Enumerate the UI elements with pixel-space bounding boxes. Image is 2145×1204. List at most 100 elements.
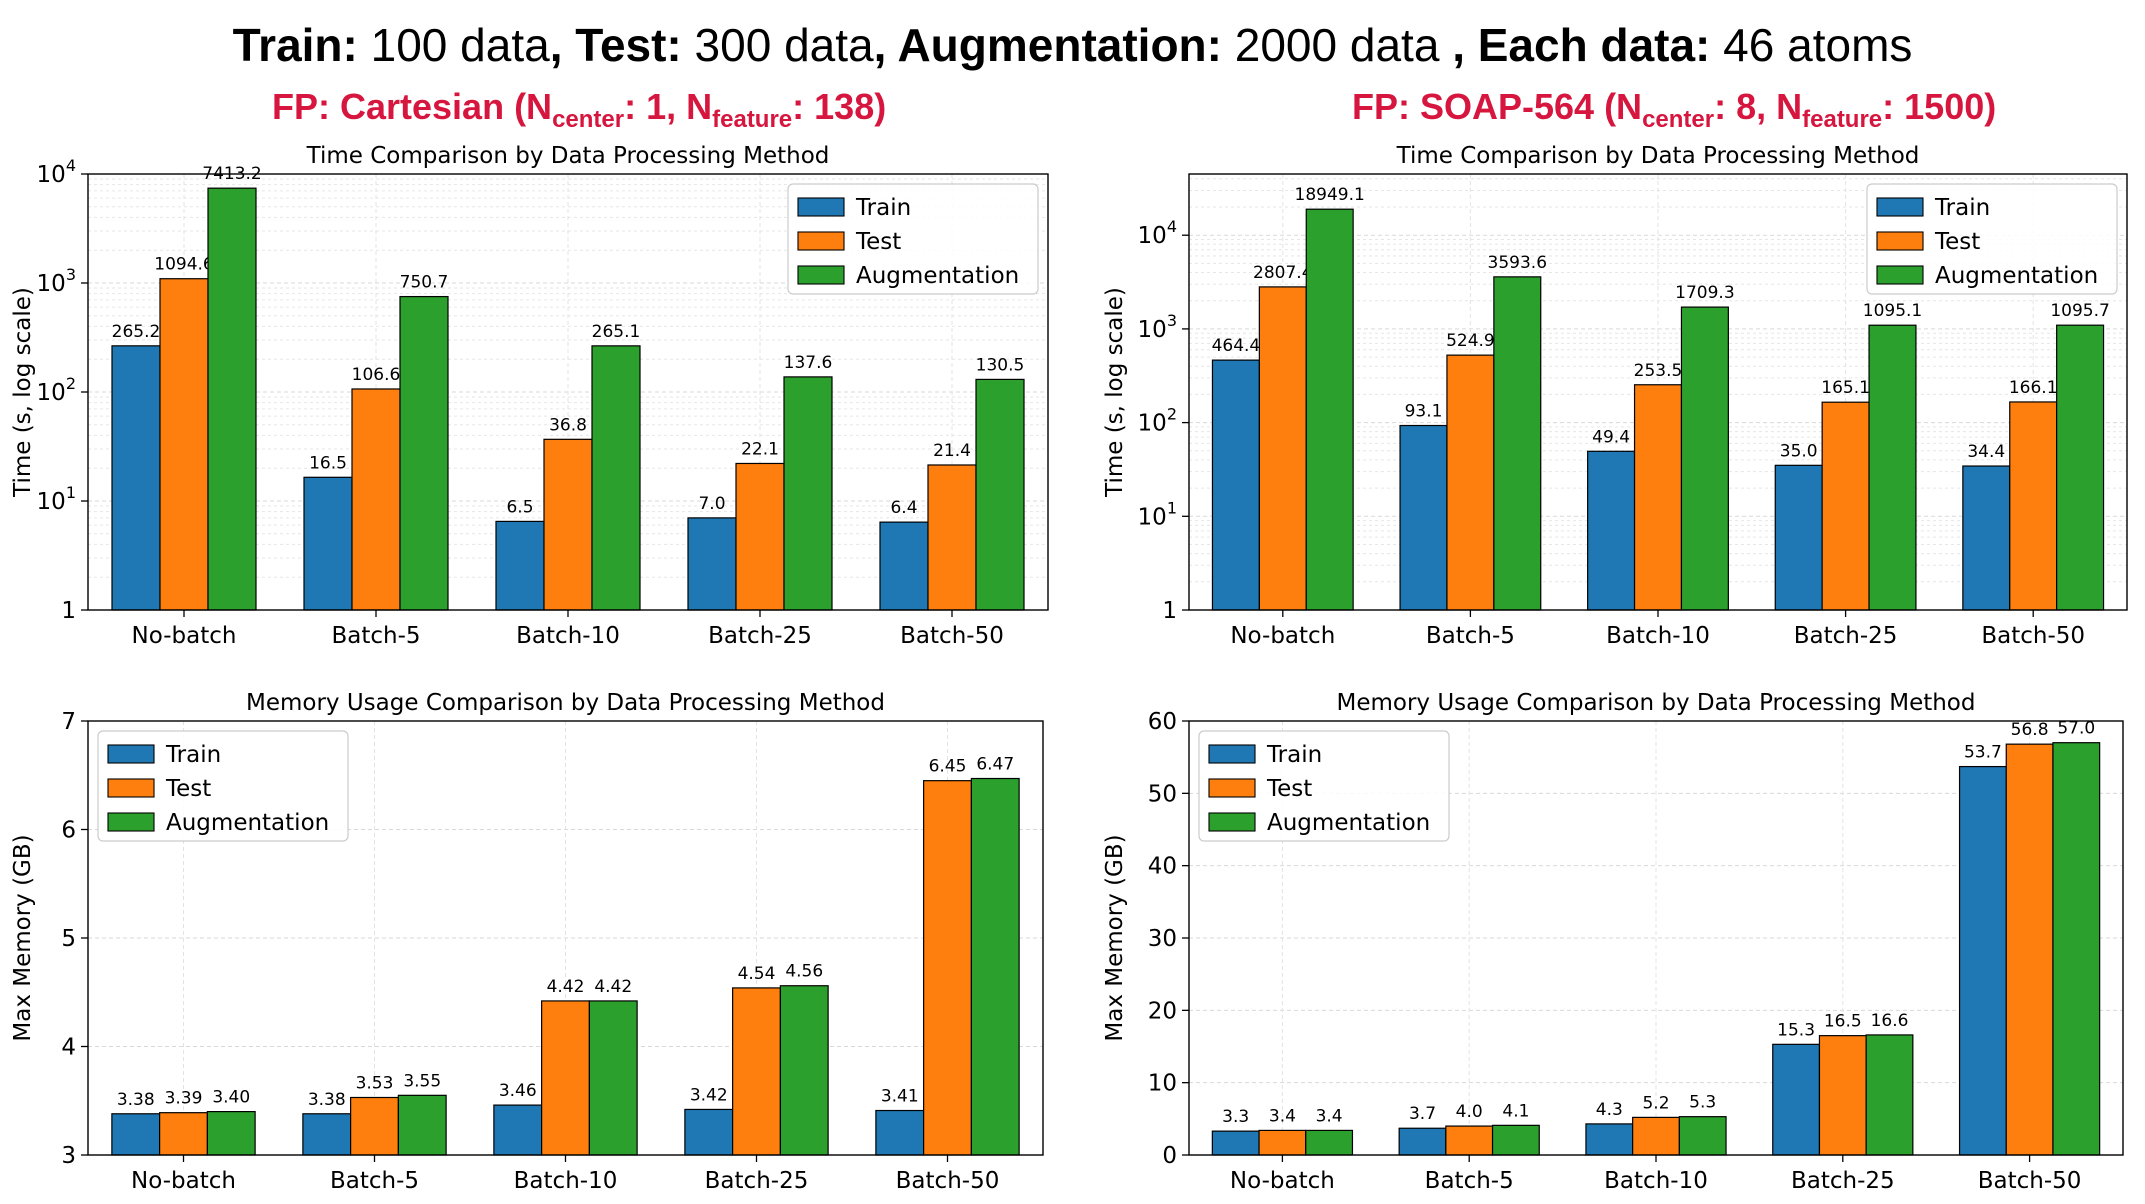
bar <box>591 345 641 611</box>
x-tick-label: Batch-50 <box>900 623 1004 649</box>
bar <box>1398 1127 1447 1156</box>
data-label: 166.1 <box>2009 378 2058 398</box>
data-label: 265.2 <box>112 322 161 342</box>
data-label: 56.8 <box>2011 720 2049 740</box>
y-tick-label: 103 <box>37 265 76 297</box>
bar <box>399 295 449 611</box>
chart-title: Memory Usage Comparison by Data Processi… <box>246 690 885 716</box>
fp-right-suffix: : 1500) <box>1882 86 1997 127</box>
bar <box>2005 743 2054 1156</box>
y-tick-label: 5 <box>61 926 76 952</box>
data-label: 3.42 <box>690 1085 728 1105</box>
legend-swatch <box>1876 265 1924 285</box>
legend-swatch <box>1208 744 1256 764</box>
chart-title: Time Comparison by Data Processing Metho… <box>1396 143 1920 169</box>
legend-swatch <box>797 265 845 285</box>
y-tick-label: 3 <box>61 1143 76 1169</box>
x-tick-label: Batch-25 <box>708 623 812 649</box>
data-label: 16.5 <box>309 453 347 473</box>
data-label: 3.4 <box>1269 1106 1296 1126</box>
bar <box>1305 1129 1354 1156</box>
memory-chart-cartesian: 3 4 5 6 7 No-batch Batch-5 Batch-10 Batch-25 Batc… <box>10 690 1044 1194</box>
bar <box>543 438 593 611</box>
x-tick-label: Batch-5 <box>1425 1168 1514 1194</box>
time-chart-soap: 1 101 102 103 104 No-batch Batch-5 Batch-10 Batc… <box>1102 143 2128 649</box>
x-tick-label: Batch-10 <box>514 1168 618 1194</box>
fp-label-left: FP: Cartesian (Ncenter: 1, Nfeature: 138… <box>272 86 886 134</box>
y-tick-label: 60 <box>1148 709 1177 735</box>
legend-swatch <box>797 197 845 217</box>
data-label: 15.3 <box>1777 1020 1815 1040</box>
x-tick-label: No-batch <box>132 623 237 649</box>
data-label: 6.4 <box>890 498 917 518</box>
bar <box>735 462 785 611</box>
bar <box>1868 324 1917 611</box>
data-label: 3.38 <box>308 1090 346 1110</box>
fp-label-right: FP: SOAP-564 (Ncenter: 8, Nfeature: 1500… <box>1352 86 1996 134</box>
bar <box>303 476 353 611</box>
headline-segment: 2000 data <box>1221 19 1453 71</box>
data-label: 4.42 <box>594 977 632 997</box>
bar <box>1446 354 1495 611</box>
legend-swatch <box>107 812 155 832</box>
y-tick-label: 1 <box>61 598 76 624</box>
legend-label: Train <box>1934 195 1990 221</box>
data-label: 4.1 <box>1502 1101 1529 1121</box>
bar <box>1585 1123 1634 1156</box>
bar <box>1962 465 2011 611</box>
time-chart-cartesian: 1 101 102 103 104 No-batch Batch-5 Batch-10 Batc… <box>10 143 1049 649</box>
bar <box>1399 424 1448 611</box>
bar <box>1818 1035 1867 1156</box>
y-tick-label: 0 <box>1162 1143 1177 1169</box>
bar <box>1587 450 1636 611</box>
y-tick-label: 20 <box>1148 998 1177 1024</box>
bar <box>2056 324 2105 611</box>
bar <box>1258 1129 1307 1156</box>
bar <box>206 1111 256 1156</box>
legend-label: Test <box>165 776 211 802</box>
data-label: 464.4 <box>1212 336 1261 356</box>
bar <box>159 278 209 611</box>
x-tick-label: Batch-25 <box>705 1168 809 1194</box>
data-label: 3.40 <box>212 1088 250 1108</box>
y-tick-label: 6 <box>61 818 76 844</box>
bar <box>207 187 257 611</box>
data-label: 4.0 <box>1456 1102 1483 1122</box>
data-label: 106.6 <box>352 365 401 385</box>
data-label: 16.6 <box>1871 1011 1909 1031</box>
y-tick-label: 104 <box>37 156 76 188</box>
legend-swatch <box>107 744 155 764</box>
data-label: 4.42 <box>547 977 585 997</box>
data-label: 5.2 <box>1642 1093 1669 1113</box>
bar <box>1958 765 2007 1156</box>
chart-title: Time Comparison by Data Processing Metho… <box>306 143 830 169</box>
headline-segment: , Each data: <box>1452 19 1711 71</box>
fp-right-prefix: FP: SOAP-564 (N <box>1352 86 1643 127</box>
bar <box>350 1096 399 1156</box>
data-label: 36.8 <box>549 415 587 435</box>
data-label: 6.5 <box>506 497 533 517</box>
data-label: 57.0 <box>2057 719 2095 739</box>
fp-right-sub2: feature <box>1802 106 1883 133</box>
x-tick-label: Batch-5 <box>330 1168 419 1194</box>
y-tick-label: 40 <box>1148 854 1177 880</box>
bar <box>2009 401 2058 611</box>
y-tick-label: 50 <box>1148 781 1177 807</box>
fp-left-suffix: : 138) <box>792 86 887 127</box>
bar <box>1491 1124 1540 1156</box>
fp-left-mid: : 1, N <box>624 86 713 127</box>
headline-segment: , Augmentation: <box>873 19 1222 71</box>
y-axis-label: Max Memory (GB) <box>10 834 36 1041</box>
legend-swatch <box>107 778 155 798</box>
bar <box>1774 464 1823 611</box>
bar <box>779 985 829 1156</box>
y-tick-label: 4 <box>61 1035 76 1061</box>
bar <box>879 521 929 611</box>
axes-frame <box>1188 720 2124 1156</box>
legend-swatch <box>1876 197 1924 217</box>
data-label: 750.7 <box>400 273 449 293</box>
bar <box>351 388 401 611</box>
bar <box>397 1094 447 1156</box>
x-tick-label: Batch-10 <box>1606 623 1710 649</box>
axes-frame <box>87 720 1044 1156</box>
